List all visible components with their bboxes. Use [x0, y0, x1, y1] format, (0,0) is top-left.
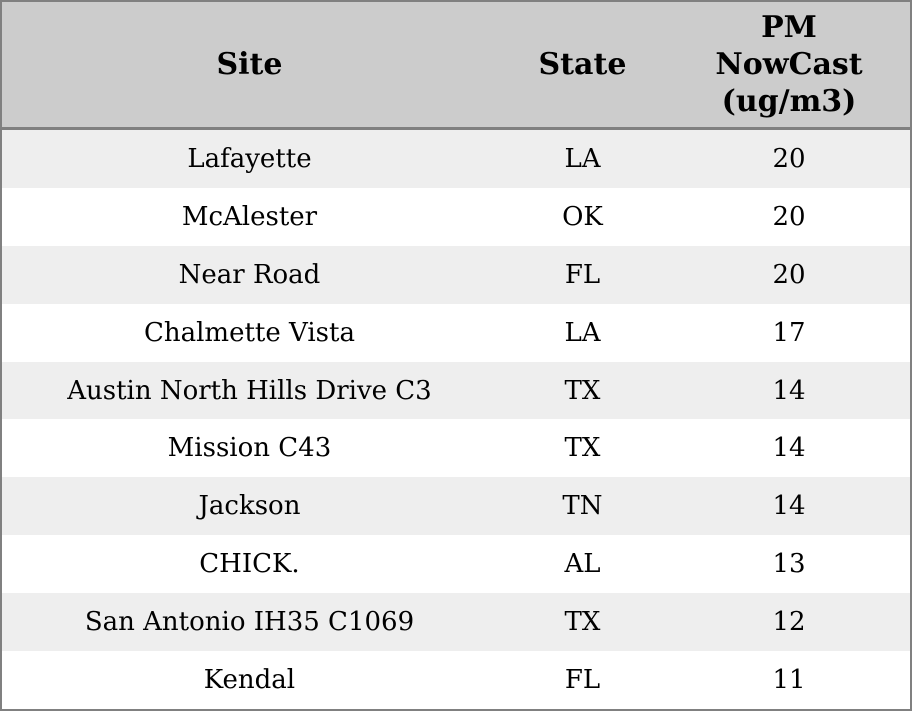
table-row: Austin North Hills Drive C3 TX 14	[1, 361, 911, 420]
table-row: San Antonio IH35 C1069 TX 12	[1, 593, 911, 652]
cell-state: LA	[564, 317, 601, 348]
cell-state: TN	[562, 491, 603, 522]
table-row: Near Road FL 20	[1, 245, 911, 304]
cell-site: Kendal	[203, 665, 296, 696]
cell-state: FL	[564, 665, 601, 696]
table-row: Chalmette Vista LA 17	[1, 303, 911, 362]
table-header: Site State PM NowCast (ug/m3)	[1, 1, 911, 130]
cell-pm-nowcast: 12	[772, 607, 806, 638]
table-row: Kendal FL 11	[1, 651, 911, 710]
cell-state: LA	[564, 143, 601, 174]
cell-pm-nowcast: 14	[772, 433, 806, 464]
cell-pm-nowcast: 11	[772, 665, 806, 696]
cell-pm-nowcast: 20	[772, 259, 806, 290]
cell-site: Jackson	[198, 491, 301, 522]
cell-site: Near Road	[178, 259, 321, 290]
cell-state: OK	[562, 201, 603, 232]
cell-site: CHICK.	[199, 549, 300, 580]
cell-site: Lafayette	[187, 143, 312, 174]
cell-pm-nowcast: 20	[772, 201, 806, 232]
cell-site: San Antonio IH35 C1069	[84, 607, 415, 638]
cell-site: Chalmette Vista	[143, 317, 355, 348]
table-row: McAlester OK 20	[1, 187, 911, 246]
cell-state: TX	[564, 433, 601, 464]
table-row: Mission C43 TX 14	[1, 419, 911, 478]
cell-site: McAlester	[181, 201, 318, 232]
header-row: Site State PM NowCast (ug/m3)	[1, 1, 911, 130]
table-body: Lafayette LA 20 McAlester OK 20 Near Roa…	[1, 128, 911, 710]
cell-site: Mission C43	[167, 433, 332, 464]
cell-pm-nowcast: 20	[772, 143, 806, 174]
column-header-site: Site	[1, 1, 497, 130]
cell-pm-nowcast: 14	[772, 491, 806, 522]
cell-state: FL	[564, 259, 601, 290]
table-row: Jackson TN 14	[1, 477, 911, 536]
column-header-pm-nowcast: PM NowCast (ug/m3)	[668, 1, 911, 130]
cell-state: TX	[564, 375, 601, 406]
cell-state: AL	[564, 549, 601, 580]
table-row: Lafayette LA 20	[1, 128, 911, 188]
cell-pm-nowcast: 14	[772, 375, 806, 406]
column-header-state: State	[496, 1, 669, 130]
table-row: CHICK. AL 13	[1, 535, 911, 594]
cell-state: TX	[564, 607, 601, 638]
cell-pm-nowcast: 17	[772, 317, 806, 348]
cell-site: Austin North Hills Drive C3	[67, 375, 432, 406]
cell-pm-nowcast: 13	[772, 549, 806, 580]
